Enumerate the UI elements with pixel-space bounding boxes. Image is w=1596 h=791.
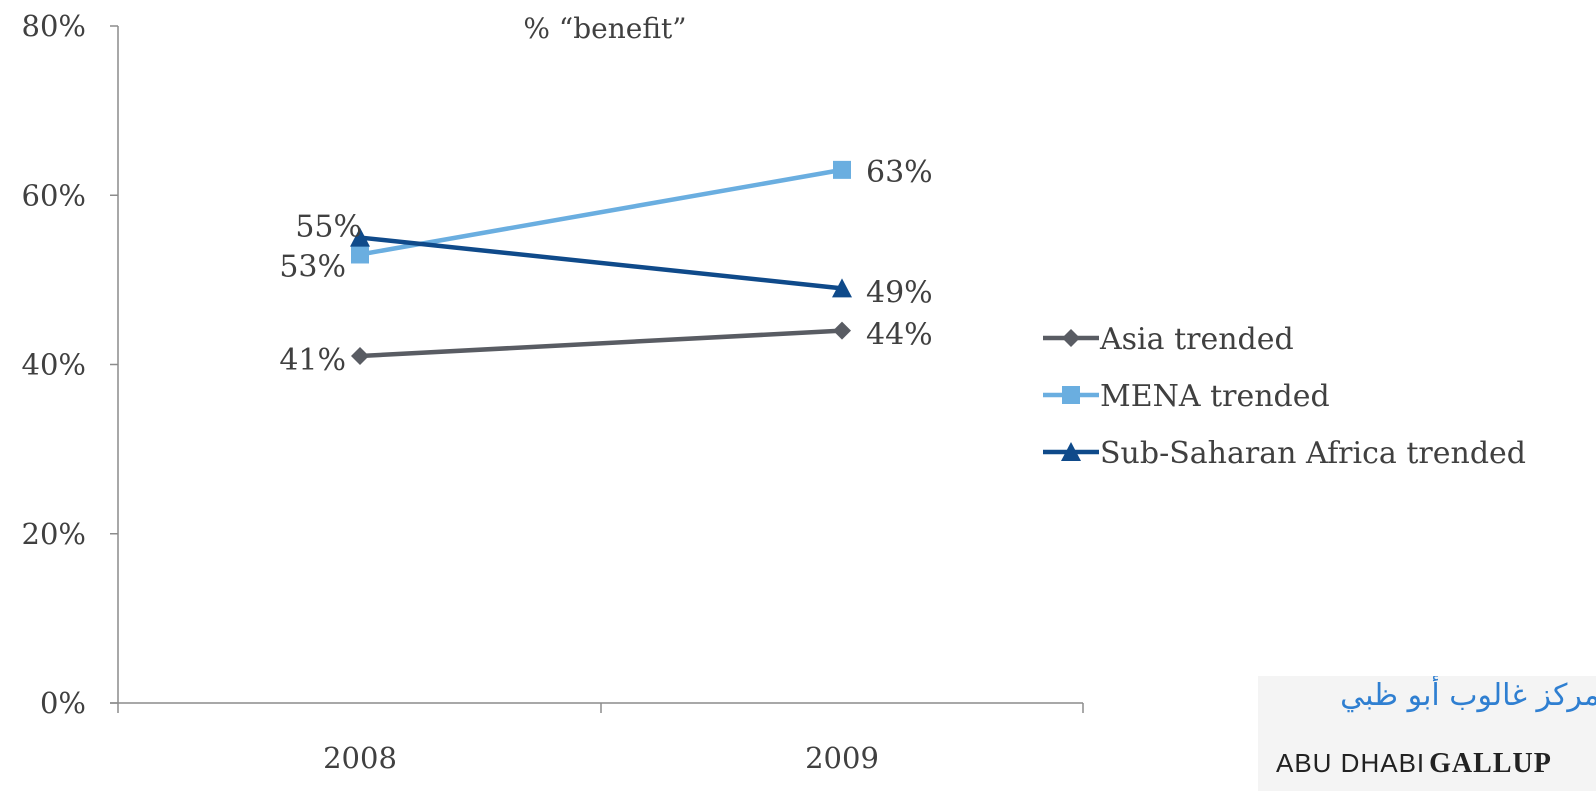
logo-latin-text: ABU DHABI GALLUP — [1276, 748, 1552, 780]
legend-marker — [1062, 386, 1080, 404]
series-line — [359, 235, 843, 291]
axes — [110, 25, 1084, 713]
abu-dhabi-gallup-logo: مركز غالوب أبو ظبي ABU DHABI GALLUP — [1258, 676, 1596, 791]
y-tick-label: 20% — [22, 517, 86, 551]
series-line — [359, 328, 843, 359]
series-line — [359, 167, 843, 257]
series-lines — [359, 167, 843, 359]
data-label: 41% — [279, 343, 346, 378]
x-tick-labels: 2008 2009 — [323, 741, 879, 775]
chart-title: % “benefit” — [523, 12, 686, 45]
legend: Asia trended MENA trended Sub-Saharan Afri… — [1043, 322, 1526, 471]
data-label: 55% — [295, 210, 362, 245]
y-tick-labels: 0% 20% 40% 60% 80% — [22, 9, 86, 720]
legend-marker — [1062, 329, 1080, 347]
legend-label: MENA trended — [1100, 379, 1330, 414]
data-label: 49% — [866, 275, 933, 310]
data-point — [350, 227, 370, 247]
data-point — [351, 347, 369, 366]
data-point — [832, 278, 852, 298]
y-tick-label: 80% — [22, 9, 86, 43]
data-label: 63% — [866, 155, 933, 190]
data-point — [351, 245, 369, 264]
data-labels: 41% 44% 53% 63% 55% 49% — [279, 155, 932, 378]
series-markers — [350, 160, 852, 366]
logo-arabic-text: مركز غالوب أبو ظبي — [1340, 678, 1596, 713]
data-point — [833, 321, 851, 340]
logo-latin-part1: ABU DHABI — [1276, 748, 1426, 778]
data-point — [833, 160, 851, 179]
y-tick-label: 0% — [40, 686, 86, 720]
x-tick-label: 2009 — [805, 741, 879, 775]
data-label: 44% — [866, 318, 933, 353]
x-tick-label: 2008 — [323, 741, 397, 775]
logo-latin-part2: GALLUP — [1429, 748, 1552, 779]
y-tick-label: 60% — [22, 178, 86, 212]
legend-label: Sub-Saharan Africa trended — [1100, 436, 1526, 471]
legend-label: Asia trended — [1099, 322, 1294, 357]
y-tick-label: 40% — [22, 348, 86, 382]
legend-marker — [1061, 442, 1081, 461]
data-label: 53% — [279, 249, 346, 284]
